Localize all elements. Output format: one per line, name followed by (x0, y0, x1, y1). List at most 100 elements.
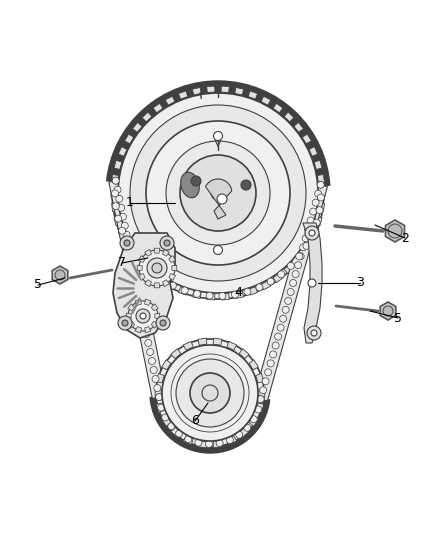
Polygon shape (314, 216, 322, 225)
Circle shape (217, 194, 227, 204)
Circle shape (136, 294, 143, 301)
Polygon shape (142, 264, 152, 274)
Circle shape (277, 324, 284, 331)
Polygon shape (153, 103, 163, 113)
Circle shape (123, 231, 130, 238)
Circle shape (152, 263, 162, 273)
Polygon shape (126, 313, 131, 319)
Circle shape (267, 278, 274, 285)
Circle shape (122, 320, 128, 326)
Polygon shape (235, 87, 244, 95)
Circle shape (295, 262, 302, 269)
Polygon shape (319, 189, 325, 197)
Circle shape (219, 293, 226, 300)
Circle shape (121, 222, 128, 229)
Circle shape (145, 340, 152, 346)
Polygon shape (385, 220, 405, 242)
Polygon shape (249, 416, 258, 426)
Circle shape (303, 243, 310, 249)
Circle shape (232, 291, 238, 298)
Polygon shape (137, 265, 142, 271)
Polygon shape (207, 294, 215, 300)
Polygon shape (171, 427, 181, 437)
Polygon shape (128, 304, 134, 311)
Polygon shape (227, 436, 237, 445)
Polygon shape (178, 287, 188, 295)
Circle shape (309, 231, 316, 238)
Circle shape (383, 306, 393, 316)
Polygon shape (124, 242, 134, 252)
Polygon shape (109, 179, 166, 399)
Polygon shape (118, 230, 127, 239)
Circle shape (256, 284, 263, 291)
Polygon shape (135, 327, 141, 333)
Circle shape (180, 155, 256, 231)
Circle shape (138, 303, 145, 310)
Circle shape (316, 207, 323, 214)
Polygon shape (213, 441, 222, 448)
Polygon shape (155, 389, 161, 397)
Polygon shape (302, 134, 311, 144)
Circle shape (244, 288, 251, 295)
Circle shape (156, 339, 264, 447)
Circle shape (112, 203, 119, 209)
Polygon shape (111, 189, 117, 197)
Circle shape (139, 260, 146, 266)
Polygon shape (152, 321, 158, 328)
Polygon shape (183, 341, 193, 350)
Circle shape (265, 369, 272, 376)
Circle shape (307, 326, 321, 340)
Polygon shape (256, 374, 264, 383)
Circle shape (278, 271, 285, 278)
Circle shape (160, 320, 166, 326)
Circle shape (158, 404, 165, 411)
Polygon shape (284, 264, 294, 274)
Circle shape (176, 430, 183, 437)
Polygon shape (118, 147, 127, 156)
Circle shape (160, 236, 174, 250)
Ellipse shape (181, 172, 199, 198)
Circle shape (309, 230, 315, 236)
Circle shape (148, 268, 155, 275)
Circle shape (270, 351, 277, 358)
Polygon shape (165, 281, 175, 290)
Circle shape (314, 190, 321, 197)
Circle shape (124, 240, 130, 246)
Circle shape (150, 367, 157, 374)
Circle shape (205, 440, 212, 448)
Circle shape (120, 213, 127, 220)
Polygon shape (156, 403, 164, 413)
Polygon shape (162, 360, 171, 370)
Circle shape (185, 435, 192, 442)
Polygon shape (133, 254, 142, 264)
Circle shape (241, 180, 251, 190)
Circle shape (128, 259, 135, 265)
Circle shape (312, 199, 319, 206)
Polygon shape (284, 112, 294, 122)
Circle shape (202, 385, 218, 401)
Circle shape (140, 313, 146, 319)
Circle shape (156, 316, 170, 330)
Circle shape (116, 195, 123, 202)
Polygon shape (169, 256, 176, 262)
Text: 6: 6 (191, 415, 199, 427)
Circle shape (308, 279, 316, 287)
Polygon shape (145, 249, 152, 256)
Polygon shape (318, 203, 325, 212)
Circle shape (318, 194, 325, 201)
Polygon shape (112, 203, 119, 212)
Polygon shape (221, 86, 230, 93)
Circle shape (112, 87, 324, 299)
Circle shape (255, 406, 262, 413)
Circle shape (118, 93, 318, 293)
Polygon shape (52, 266, 68, 284)
Circle shape (119, 227, 126, 234)
Circle shape (55, 270, 65, 280)
Polygon shape (314, 160, 322, 169)
Circle shape (147, 349, 154, 356)
Circle shape (166, 141, 270, 245)
Circle shape (127, 249, 134, 256)
Circle shape (118, 316, 132, 330)
Polygon shape (235, 291, 244, 298)
Polygon shape (207, 86, 215, 93)
